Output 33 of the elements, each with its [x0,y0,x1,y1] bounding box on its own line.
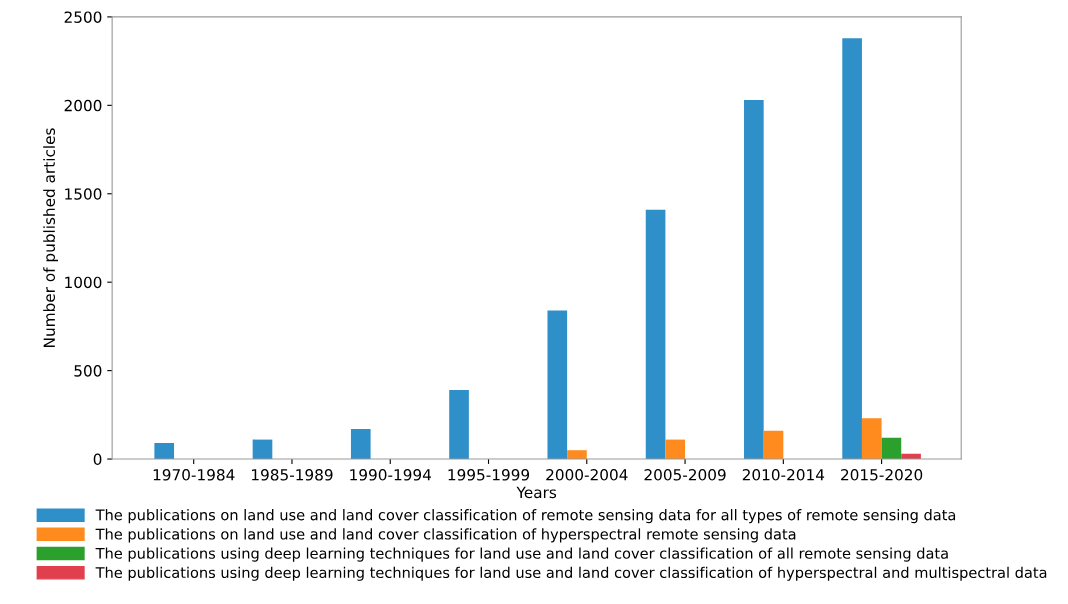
x-tick-label: 2010-2014 [742,469,825,481]
bar [842,38,862,460]
bar [547,310,568,460]
x-axis-title: Years [516,486,557,499]
bar [350,428,371,460]
legend-label: The publications using deep learning techniques for land use and land cover classification of hyperspectral and multispectral data [95,566,1047,581]
y-tick-label: 2000 [64,99,102,112]
bar [763,430,784,460]
legend-label: The publications using deep learning techniques for land use and land cover classification of all remote sensing data [95,547,948,562]
legend-label: The publications on land use and land cover classification of remote sensing data for all types of remote sensing data [95,509,956,524]
bar [881,437,902,460]
bar [665,439,686,460]
y-tick-label: 500 [74,365,102,377]
x-tick-label: 2005-2009 [644,469,726,481]
x-tick-label: 1990-1994 [350,469,432,481]
x-tick-label: 2015-2020 [841,469,923,481]
y-tick-label: 1000 [65,276,102,289]
bar [449,390,469,460]
bar [252,439,273,460]
y-tick-label: 1500 [65,188,102,200]
bar [154,443,175,460]
x-tick-label: 1985-1989 [252,469,333,481]
bar [645,209,666,460]
bar [744,100,764,460]
bar [861,418,882,460]
legend-label: The publications on land use and land cover classification of hyperspectral remote sensing data [95,528,796,543]
x-tick-label: 1970-1984 [153,469,235,481]
y-axis-title: Number of published articles [43,128,58,347]
x-tick-label: 1995-1999 [448,469,530,481]
y-tick-label: 0 [93,453,102,466]
bar [567,450,587,460]
x-tick-label: 2000-2004 [546,469,628,481]
y-tick-label: 2500 [64,11,102,23]
